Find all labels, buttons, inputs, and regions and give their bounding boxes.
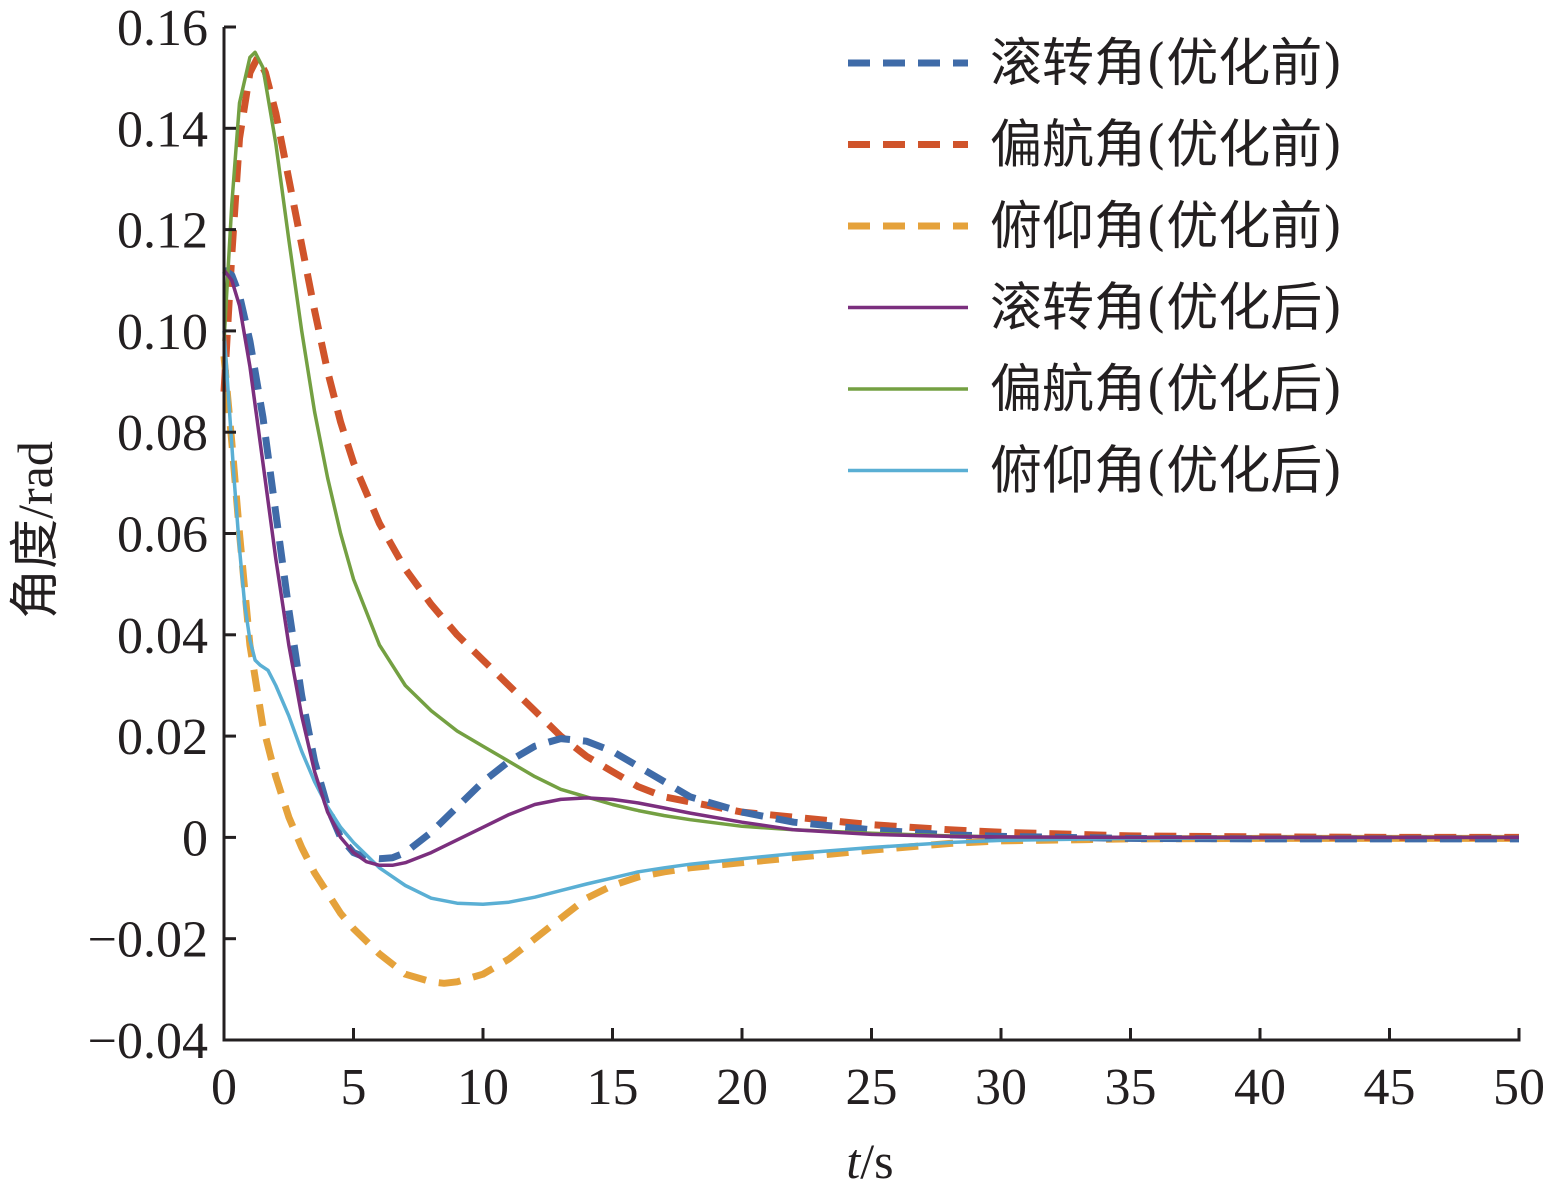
x-tick-label: 25 <box>846 1059 898 1116</box>
y-tick-label: 0.08 <box>117 405 208 462</box>
x-tick-label: 15 <box>587 1059 639 1116</box>
axes <box>222 27 1521 1042</box>
legend-label: 俯仰角(优化前) <box>990 197 1343 257</box>
x-tick-label: 40 <box>1234 1059 1286 1116</box>
x-tick-label: 5 <box>341 1059 367 1116</box>
legend-label: 俯仰角(优化后) <box>990 442 1343 502</box>
y-tick-label: 0.02 <box>117 709 208 766</box>
y-tick-label: −0.02 <box>88 912 208 969</box>
x-tick-label: 0 <box>211 1059 237 1116</box>
series-layer <box>220 50 1519 987</box>
y-ticks: −0.04 −0.02 0 0.02 0.04 0.06 0.08 0.10 0.12 0.14 0… <box>88 0 236 1070</box>
series-line-1 <box>222 267 1519 863</box>
y-tick-label: 0.16 <box>117 0 208 57</box>
series-line-2 <box>220 53 1519 841</box>
y-axis-label: 角度/rad <box>7 441 63 619</box>
x-ticks: 0 5 10 15 20 25 30 35 40 45 50 <box>211 1028 1545 1116</box>
y-tick-label: 0.14 <box>117 101 208 158</box>
x-tick-label: 10 <box>457 1059 509 1116</box>
x-axis-label-var: t <box>846 1133 861 1188</box>
x-tick-label: 20 <box>716 1059 768 1116</box>
y-tick-label: 0.12 <box>117 203 208 260</box>
legend-label: 滚转角(优化后) <box>990 279 1343 339</box>
y-tick-label: 0.06 <box>117 507 208 564</box>
x-axis-label-unit: /s <box>860 1133 893 1188</box>
series-line-4 <box>222 269 1519 868</box>
x-axis-label: t/s <box>846 1133 893 1188</box>
legend: 滚转角(优化前) 偏航角(优化前) 俯仰角(优化前) 滚转角(优化后) 偏航角(优化后)… <box>848 34 1343 502</box>
x-tick-label: 30 <box>975 1059 1027 1116</box>
legend-label: 偏航角(优化后) <box>990 360 1343 420</box>
series-line-3 <box>220 355 1519 987</box>
y-tick-label: 0.10 <box>117 304 208 361</box>
legend-label: 偏航角(优化前) <box>990 116 1343 176</box>
x-tick-label: 50 <box>1493 1059 1545 1116</box>
y-tick-label: −0.04 <box>88 1013 208 1070</box>
legend-label: 滚转角(优化前) <box>990 34 1343 94</box>
y-tick-label: 0 <box>182 810 208 867</box>
x-tick-label: 35 <box>1105 1059 1157 1116</box>
axis-frame <box>222 27 1521 1042</box>
x-tick-label: 45 <box>1364 1059 1416 1116</box>
series-line-6 <box>222 330 1519 907</box>
y-tick-label: 0.04 <box>117 608 208 665</box>
